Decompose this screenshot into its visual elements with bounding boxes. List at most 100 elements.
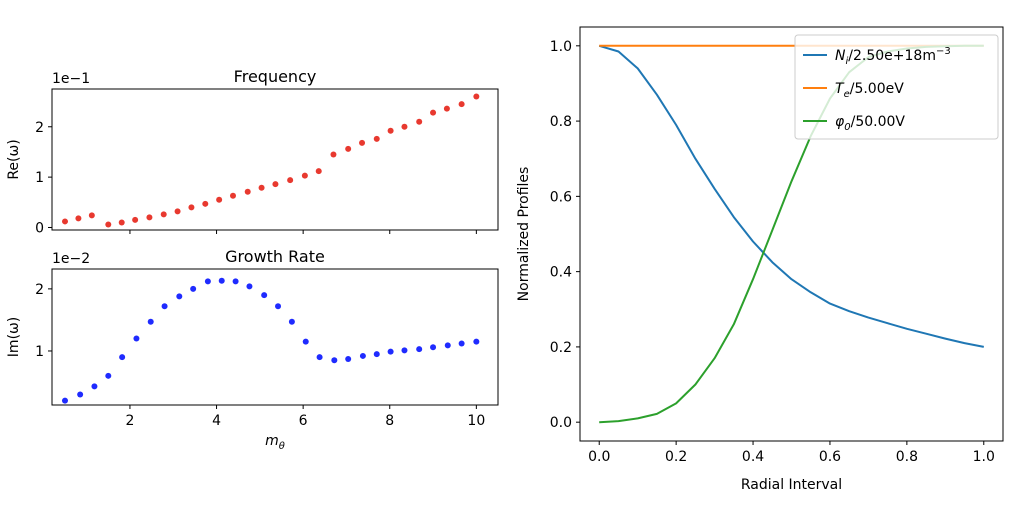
frequency-data-point <box>315 168 322 175</box>
profiles-y-tick-label: 0.2 <box>550 340 572 356</box>
frequency-data-point <box>272 181 279 188</box>
growth-data-point <box>416 346 423 353</box>
frequency-data-point <box>430 109 437 116</box>
growth-data-point <box>373 351 380 358</box>
frequency-data-point <box>216 196 223 203</box>
frequency-data-point <box>301 172 308 179</box>
frequency-y-tick-label: 2 <box>35 120 44 136</box>
growth-offset-label: 1e−2 <box>52 251 90 267</box>
profiles-x-tick-label: 0.6 <box>819 449 841 465</box>
profiles-y-tick-label: 1.0 <box>550 39 572 55</box>
growth-y-axis-label: Im(ω) <box>6 317 22 357</box>
growth-data-point <box>316 354 323 361</box>
frequency-data-point <box>174 208 181 215</box>
frequency-data-point <box>287 177 294 184</box>
growth-data-point <box>444 342 451 349</box>
growth-title: Growth Rate <box>225 247 325 266</box>
growth-data-point <box>161 303 168 310</box>
profiles-plot-frame <box>579 26 1004 442</box>
frequency-data-point <box>359 139 366 146</box>
profiles-x-tick-label: 1.0 <box>973 449 995 465</box>
profiles-x-tick-label: 0.4 <box>742 449 764 465</box>
profiles-x-tick-label: 0.0 <box>588 449 610 465</box>
growth-data-point <box>387 348 394 355</box>
growth-data-point <box>176 293 183 300</box>
frequency-y-axis-label: Re(ω) <box>6 139 22 179</box>
frequency-data-point <box>146 214 153 221</box>
frequency-data-point <box>458 101 465 108</box>
growth-data-point <box>345 356 352 363</box>
frequency-data-point <box>473 93 480 100</box>
growth-data-point <box>77 391 84 398</box>
frequency-data-point <box>330 151 337 158</box>
frequency-y-tick-label: 1 <box>35 170 44 186</box>
growth-data-point <box>218 277 225 284</box>
growth-data-point <box>190 285 197 292</box>
frequency-data-point <box>160 211 167 218</box>
profiles-y-tick-label: 0.0 <box>550 415 572 431</box>
profiles-x-tick-label: 0.2 <box>665 449 687 465</box>
growth-data-point <box>147 318 154 325</box>
growth-data-point <box>61 397 68 404</box>
growth-x-tick-label: 8 <box>385 413 394 429</box>
legend-label-1: Ni/2.50e+18m−3 <box>835 46 951 67</box>
profiles-y-tick-label: 0.8 <box>550 114 572 130</box>
profiles-x-tick-label: 0.8 <box>896 449 918 465</box>
frequency-title: Frequency <box>234 67 317 86</box>
growth-data-point <box>288 318 295 325</box>
growth-data-point <box>91 383 98 390</box>
growth-y-tick-label: 2 <box>35 282 44 298</box>
growth-x-tick-label: 6 <box>299 413 308 429</box>
growth-data-point <box>401 347 408 354</box>
frequency-offset-label: 1e−1 <box>52 71 90 87</box>
legend-label-2: Te/5.00eV <box>835 81 904 100</box>
frequency-data-point <box>229 192 236 199</box>
growth-data-point <box>119 354 126 361</box>
growth-data-point <box>458 340 465 347</box>
frequency-data-point <box>202 200 209 207</box>
frequency-data-point <box>118 219 125 226</box>
growth-data-point <box>430 344 437 351</box>
growth-data-point <box>359 352 366 359</box>
legend-box <box>794 34 999 140</box>
frequency-data-point <box>132 216 139 223</box>
growth-data-point <box>261 292 268 299</box>
frequency-data-point <box>75 215 82 222</box>
growth-data-point <box>204 278 211 285</box>
growth-data-point <box>133 335 140 342</box>
growth-data-point <box>275 303 282 310</box>
frequency-data-point <box>401 123 408 130</box>
frequency-data-point <box>61 218 68 225</box>
growth-x-tick-label: 2 <box>125 413 134 429</box>
frequency-data-point <box>345 145 352 152</box>
growth-data-point <box>232 278 239 285</box>
frequency-data-point <box>244 188 251 195</box>
growth-x-axis-label: mθ <box>265 433 285 452</box>
growth-y-tick-label: 1 <box>35 344 44 360</box>
profiles-series-line-1 <box>598 44 984 348</box>
profiles-y-tick-label: 0.4 <box>550 265 572 281</box>
frequency-plot-frame <box>51 88 499 231</box>
growth-plot-frame <box>51 268 499 406</box>
frequency-data-point <box>88 212 95 219</box>
profiles-x-axis-label: Radial Interval <box>741 477 842 493</box>
growth-data-point <box>302 338 309 345</box>
frequency-data-point <box>258 184 265 191</box>
growth-data-point <box>246 283 253 290</box>
frequency-data-point <box>188 204 195 211</box>
frequency-data-point <box>416 118 423 125</box>
legend-label-3: φ0/50.00V <box>835 114 905 133</box>
frequency-data-point <box>387 127 394 134</box>
frequency-data-point <box>373 135 380 142</box>
growth-data-point <box>473 338 480 345</box>
growth-data-point <box>105 372 112 379</box>
frequency-y-tick-label: 0 <box>35 220 44 236</box>
frequency-data-point <box>105 221 112 228</box>
growth-x-tick-label: 10 <box>467 413 485 429</box>
growth-x-tick-label: 4 <box>212 413 221 429</box>
profiles-y-tick-label: 0.6 <box>550 189 572 205</box>
frequency-data-point <box>443 105 450 112</box>
profiles-y-axis-label: Normalized Profiles <box>516 167 532 302</box>
growth-data-point <box>331 357 338 364</box>
